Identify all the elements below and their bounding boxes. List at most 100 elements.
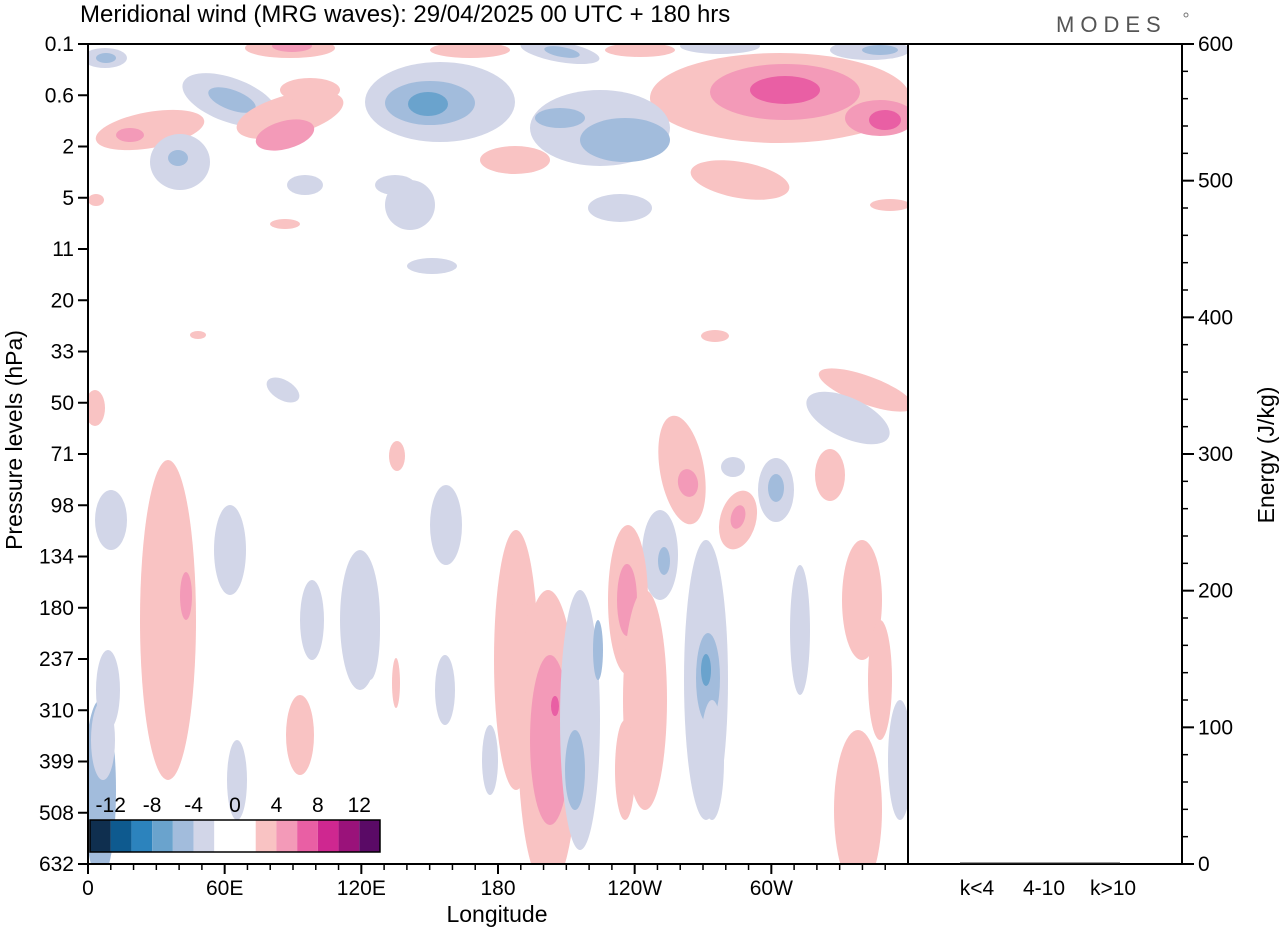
negative-wind-contour — [300, 580, 324, 660]
negative-wind-contour — [701, 654, 711, 686]
negative-wind-contour — [375, 175, 415, 195]
energy-category-label: k<4 — [960, 877, 995, 900]
y2-axis: 0 100 200 300 400 500 600 — [1182, 33, 1233, 876]
contour-plot — [87, 43, 909, 865]
negative-wind-contour — [266, 377, 300, 403]
negative-wind-contour — [658, 547, 670, 575]
y-tick-label: 237 — [39, 648, 74, 671]
negative-wind-contour — [700, 700, 724, 820]
negative-wind-contour — [721, 457, 745, 477]
negative-wind-contour — [208, 87, 256, 113]
positive-wind-contour — [88, 194, 104, 206]
negative-wind-contour — [430, 485, 462, 565]
colorbar-label: 8 — [312, 794, 324, 817]
colorbar-label: 4 — [271, 794, 283, 817]
colorbar-label: -12 — [96, 794, 126, 817]
colorbar-swatch — [276, 820, 298, 852]
positive-wind-contour — [480, 146, 550, 174]
positive-wind-contour — [530, 655, 570, 825]
negative-wind-contour — [588, 194, 652, 222]
colorbar-swatch — [152, 820, 173, 852]
negative-wind-contour — [544, 46, 580, 58]
negative-wind-contour — [565, 730, 585, 810]
colorbar-swatch — [90, 820, 111, 852]
negative-wind-contour — [790, 565, 810, 695]
negative-wind-contour — [435, 655, 455, 725]
negative-wind-contour — [680, 44, 760, 54]
y-tick-label: 0.1 — [45, 33, 74, 56]
y2-tick-label: 200 — [1198, 580, 1233, 603]
negative-wind-contour — [360, 580, 380, 680]
colorbar-swatch — [110, 820, 132, 852]
energy-category-label: 4-10 — [1023, 877, 1065, 900]
y-tick-label: 71 — [51, 443, 74, 466]
positive-wind-contour — [88, 390, 105, 426]
positive-wind-contour — [842, 540, 882, 660]
positive-wind-contour — [868, 620, 892, 740]
y2-tick-label: 600 — [1198, 33, 1233, 56]
negative-wind-contour — [96, 53, 116, 63]
colorbar-swatch — [338, 820, 360, 852]
positive-wind-contour — [750, 76, 820, 104]
negative-wind-contour — [482, 725, 498, 795]
positive-wind-contour — [690, 160, 790, 200]
colorbar-swatch — [172, 820, 194, 852]
positive-wind-contour — [190, 331, 206, 339]
positive-wind-contour — [551, 696, 559, 716]
positive-wind-contour — [430, 44, 510, 58]
negative-wind-contour — [95, 490, 127, 550]
colorbar-swatch — [359, 820, 380, 852]
positive-wind-contour — [605, 44, 675, 57]
y-tick-label: 632 — [39, 853, 74, 876]
y2-tick-label: 300 — [1198, 443, 1233, 466]
y-tick-label: 5 — [62, 187, 74, 210]
colorbar-swatch — [193, 820, 215, 852]
colorbar-swatch — [131, 820, 153, 852]
colorbar-label: 0 — [229, 794, 241, 817]
colorbar-swatch — [235, 820, 256, 852]
colorbar-frame — [89, 819, 381, 853]
negative-wind-contour — [408, 92, 448, 116]
positive-wind-contour — [815, 449, 845, 501]
contour-fills — [88, 44, 908, 864]
x-tick-label: 120W — [607, 877, 662, 900]
negative-wind-contour — [535, 108, 585, 128]
colorbar-label: 12 — [348, 794, 371, 817]
x-tick-label: 120E — [337, 877, 386, 900]
y-tick-label: 180 — [39, 597, 74, 620]
y2-tick-label: 0 — [1198, 853, 1210, 876]
positive-wind-contour — [389, 441, 405, 471]
positive-wind-contour — [392, 658, 400, 708]
positive-wind-contour — [180, 572, 192, 620]
negative-wind-contour — [168, 150, 188, 166]
colorbar-swatch — [297, 820, 318, 852]
y2-axis-label: Energy (J/kg) — [1253, 387, 1279, 524]
positive-wind-contour — [286, 695, 314, 775]
y-tick-label: 0.6 — [45, 84, 74, 107]
colorbar-swatch — [214, 820, 235, 852]
positive-wind-contour — [818, 368, 908, 412]
positive-wind-contour — [512, 580, 528, 640]
positive-wind-contour — [280, 78, 340, 102]
negative-wind-contour — [888, 700, 908, 820]
x-tick-label: 180 — [480, 877, 515, 900]
positive-wind-contour — [116, 128, 144, 142]
positive-wind-contour — [236, 91, 344, 139]
y-axis-label: Pressure levels (hPa) — [1, 330, 27, 550]
positive-wind-contour — [140, 460, 196, 780]
negative-wind-contour — [806, 391, 890, 445]
negative-wind-contour — [862, 45, 898, 55]
y-tick-label: 134 — [39, 546, 74, 569]
positive-wind-contour — [730, 505, 746, 529]
y-tick-label: 11 — [52, 238, 74, 261]
positive-wind-contour — [834, 730, 882, 864]
positive-wind-contour — [658, 415, 706, 525]
y-axis: 0.1 0.6 2 5 11 20 33 50 71 98 134 180 237 310 399 508 63… — [39, 33, 88, 876]
negative-wind-contour — [287, 175, 323, 195]
x-tick-label: 60W — [750, 877, 793, 900]
negative-wind-contour — [580, 118, 670, 162]
y-tick-label: 310 — [39, 699, 74, 722]
colorbar: -12 -8 -4 0 4 8 12 — [89, 794, 381, 853]
negative-wind-contour — [96, 650, 120, 730]
positive-wind-contour — [869, 110, 901, 130]
